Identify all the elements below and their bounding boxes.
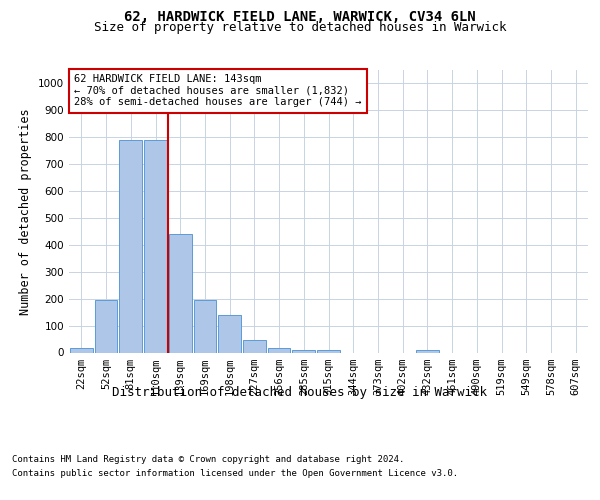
Y-axis label: Number of detached properties: Number of detached properties	[19, 108, 32, 314]
Bar	[194, 300, 216, 352]
Bar	[218, 315, 241, 352]
Bar	[268, 348, 290, 352]
Bar	[144, 140, 167, 352]
Text: Contains HM Land Registry data © Crown copyright and database right 2024.: Contains HM Land Registry data © Crown c…	[12, 455, 404, 464]
Bar	[416, 350, 439, 352]
Bar	[95, 300, 118, 352]
Text: Contains public sector information licensed under the Open Government Licence v3: Contains public sector information licen…	[12, 468, 458, 477]
Bar	[317, 350, 340, 352]
Text: 62, HARDWICK FIELD LANE, WARWICK, CV34 6LN: 62, HARDWICK FIELD LANE, WARWICK, CV34 6…	[124, 10, 476, 24]
Bar	[292, 350, 315, 352]
Bar	[243, 340, 266, 352]
Text: Distribution of detached houses by size in Warwick: Distribution of detached houses by size …	[113, 386, 487, 399]
Bar	[169, 234, 191, 352]
Text: 62 HARDWICK FIELD LANE: 143sqm
← 70% of detached houses are smaller (1,832)
28% : 62 HARDWICK FIELD LANE: 143sqm ← 70% of …	[74, 74, 362, 108]
Bar	[70, 348, 93, 352]
Bar	[119, 140, 142, 352]
Text: Size of property relative to detached houses in Warwick: Size of property relative to detached ho…	[94, 21, 506, 34]
